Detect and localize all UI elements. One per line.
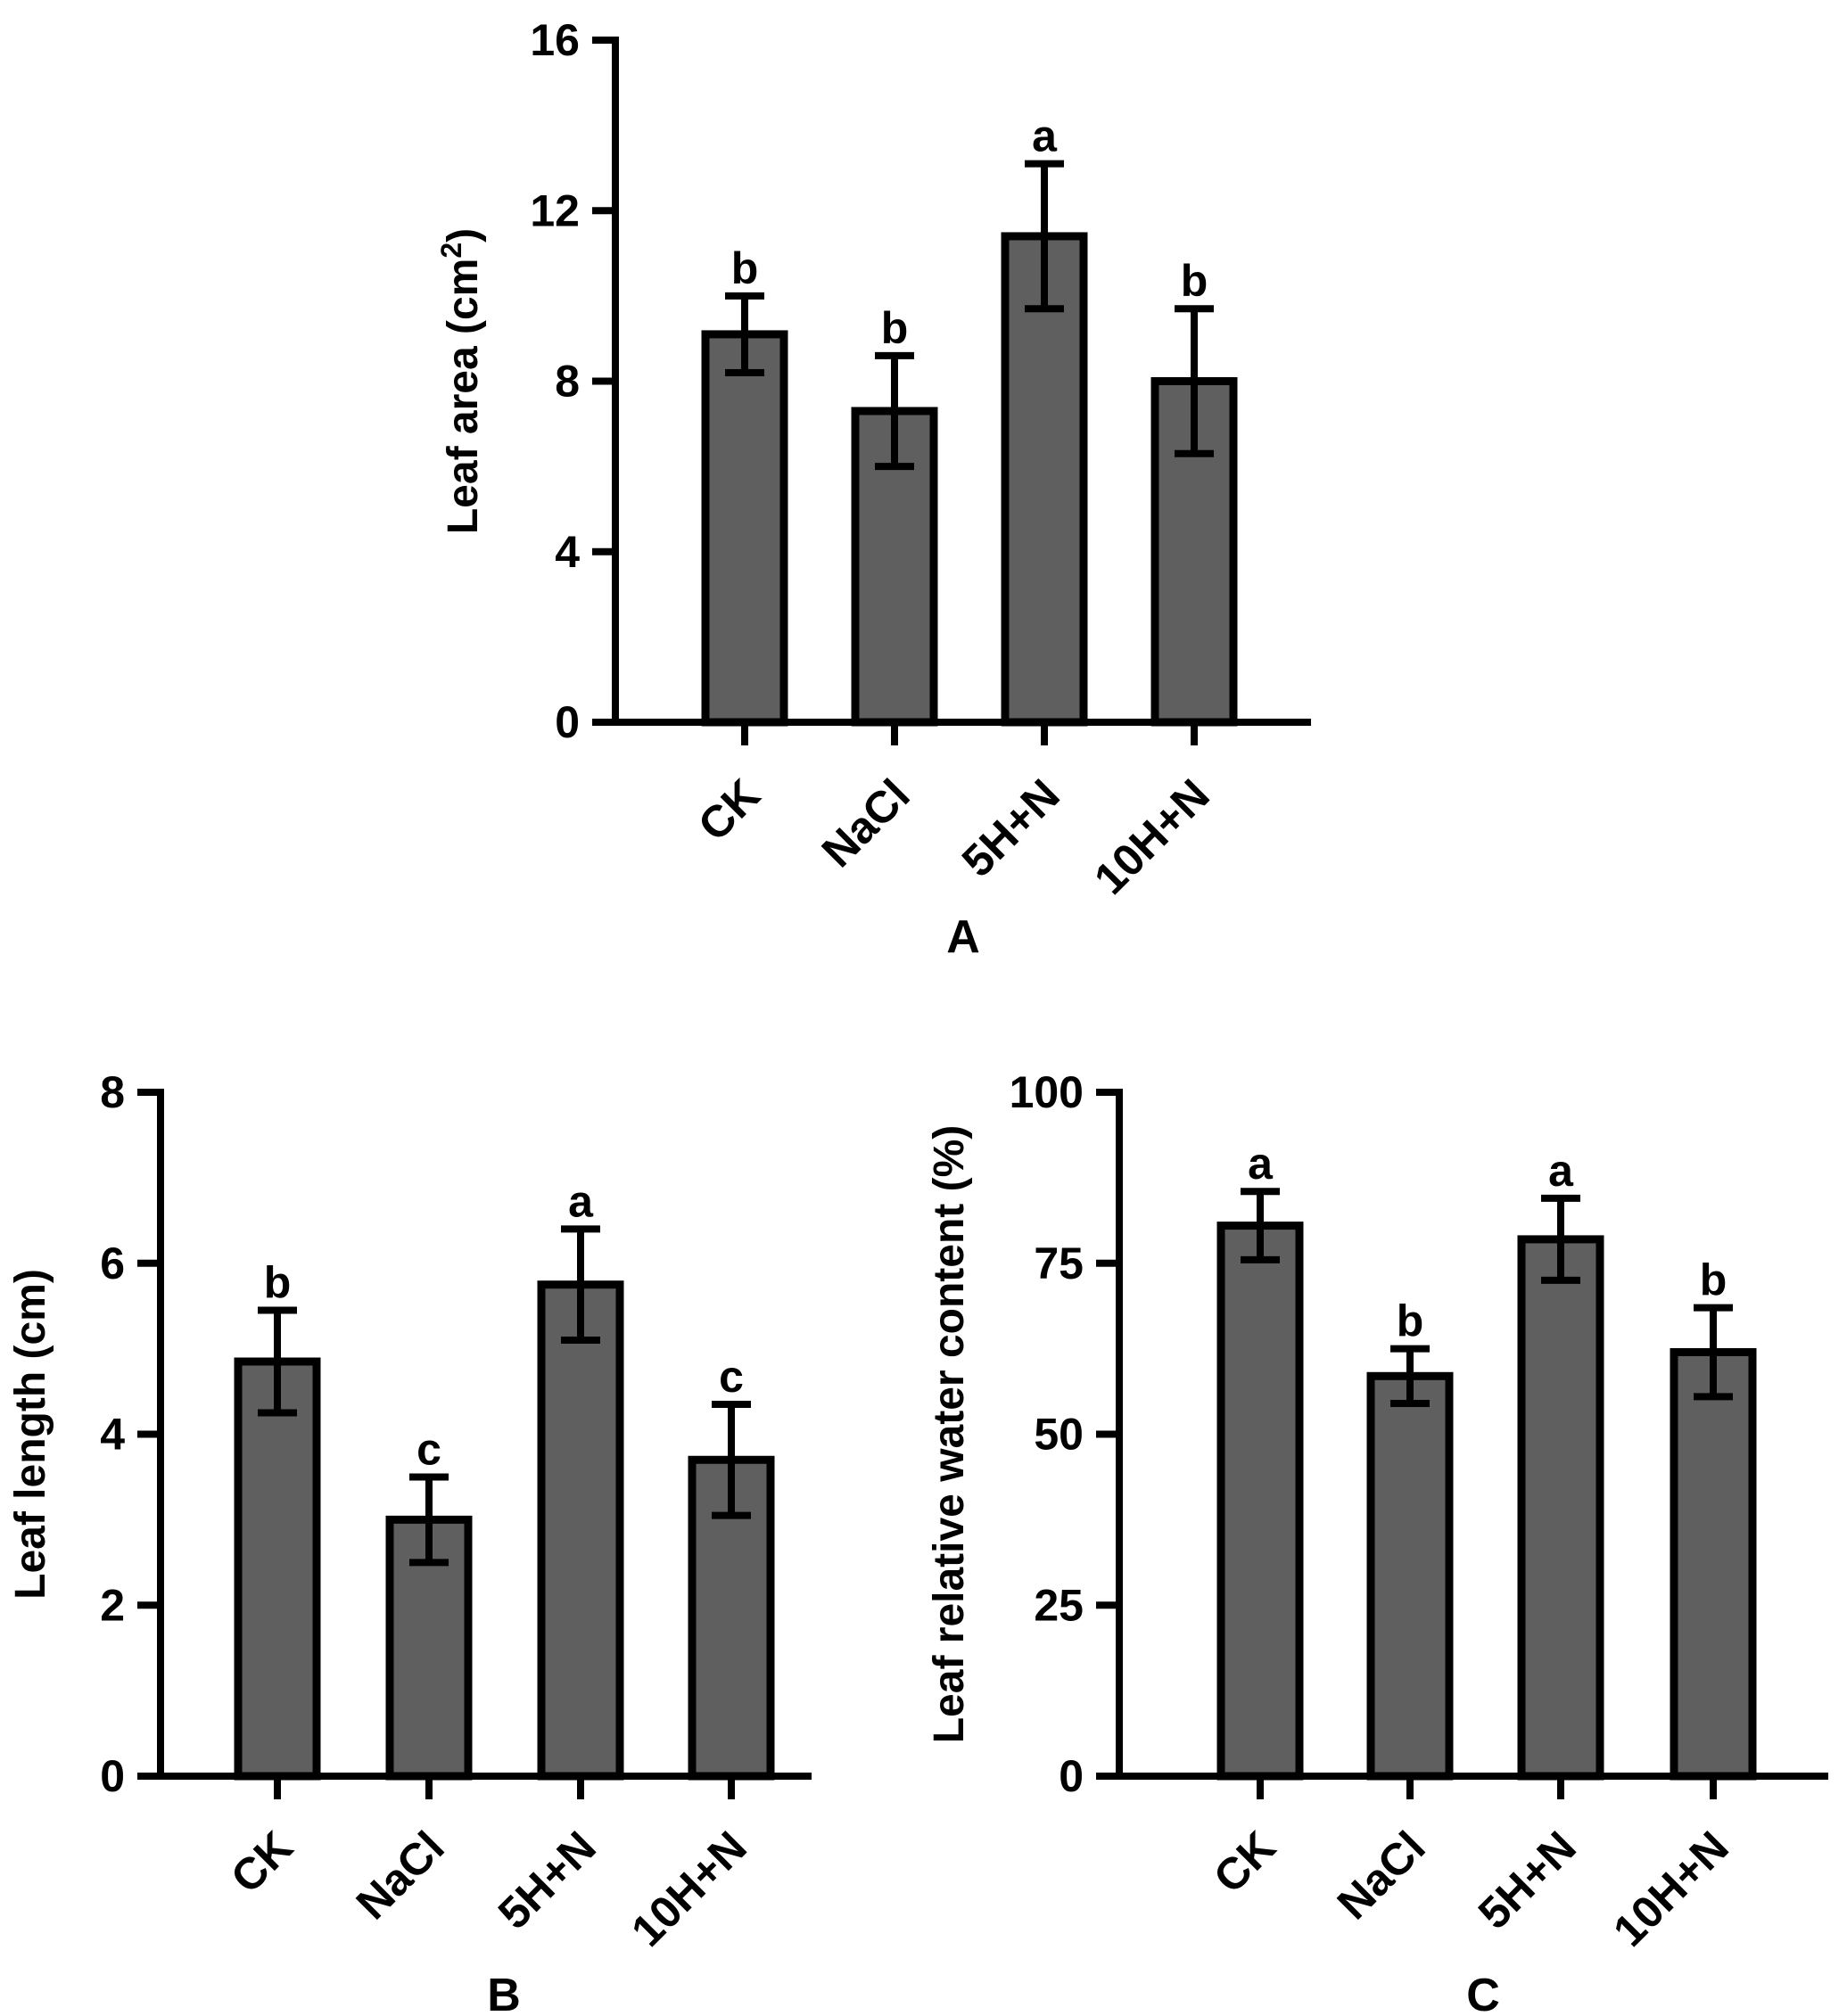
error-bar xyxy=(409,1473,449,1567)
y-axis-title-close: ) xyxy=(440,228,487,243)
significance-letter: a xyxy=(1032,111,1058,161)
error-bar xyxy=(1175,305,1214,457)
y-tick-label: 8 xyxy=(555,357,580,407)
y-axis-title-text: Leaf length (cm) xyxy=(7,1269,54,1600)
y-tick-label: 2 xyxy=(100,1580,125,1630)
y-tick-label: 16 xyxy=(530,15,580,65)
bar-10h-n xyxy=(1670,1347,1757,1781)
error-bar xyxy=(1390,1345,1430,1407)
y-axis-title: Leaf relative water content (%) xyxy=(926,1125,973,1744)
y-tick-label: 0 xyxy=(1059,1751,1084,1801)
bar-5h-n xyxy=(537,1280,624,1781)
y-tick-label: 0 xyxy=(100,1751,125,1801)
bar-nacl xyxy=(1366,1371,1454,1781)
significance-letter: b xyxy=(1700,1255,1727,1305)
significance-letter: b xyxy=(264,1257,292,1307)
error-bar xyxy=(875,351,914,471)
y-axis-title: Leaf area (cm2) xyxy=(435,228,487,534)
bar-ck xyxy=(701,330,788,727)
y-tick-label: 25 xyxy=(1034,1580,1084,1630)
bar-ck xyxy=(234,1357,321,1781)
error-bar xyxy=(725,292,764,376)
y-axis-title-text: Leaf area (cm xyxy=(440,259,487,535)
bar-ck xyxy=(1216,1222,1304,1781)
significance-letter: c xyxy=(416,1424,441,1474)
y-axis-title: Leaf length (cm) xyxy=(7,1269,54,1600)
significance-letter: a xyxy=(1248,1139,1274,1189)
y-tick-label: 6 xyxy=(100,1238,125,1288)
y-axis-title-text: Leaf relative water content (%) xyxy=(926,1125,973,1744)
y-tick-label: 4 xyxy=(555,527,580,577)
bar-5h-n xyxy=(1001,232,1088,727)
y-tick-label: 100 xyxy=(1010,1067,1084,1117)
bar-5h-n xyxy=(1517,1235,1604,1781)
y-tick-label: 75 xyxy=(1034,1238,1084,1288)
error-bar xyxy=(561,1225,600,1345)
significance-letter: b xyxy=(731,243,759,293)
significance-letter: b xyxy=(1181,256,1208,306)
significance-letter: a xyxy=(568,1176,594,1226)
y-tick-label: 0 xyxy=(555,697,580,747)
panel-label: A xyxy=(946,911,980,963)
error-bar xyxy=(1541,1194,1580,1284)
bar-nacl xyxy=(385,1515,473,1781)
significance-letter: b xyxy=(1397,1296,1424,1346)
significance-letter: c xyxy=(719,1352,744,1402)
y-axis-title-superscript: 2 xyxy=(435,243,467,259)
y-tick-label: 50 xyxy=(1034,1410,1084,1460)
error-bar xyxy=(1025,160,1064,313)
panel-label: C xyxy=(1466,1970,1500,2016)
error-bar xyxy=(258,1306,297,1417)
error-bar xyxy=(712,1400,751,1519)
error-bar xyxy=(1694,1304,1733,1401)
panel-label: B xyxy=(487,1970,521,2016)
error-bar xyxy=(1241,1188,1280,1263)
significance-letter: a xyxy=(1548,1146,1574,1196)
y-tick-label: 12 xyxy=(530,185,580,235)
y-tick-label: 8 xyxy=(100,1067,125,1117)
significance-letter: b xyxy=(881,303,909,353)
y-tick-label: 4 xyxy=(100,1410,125,1460)
